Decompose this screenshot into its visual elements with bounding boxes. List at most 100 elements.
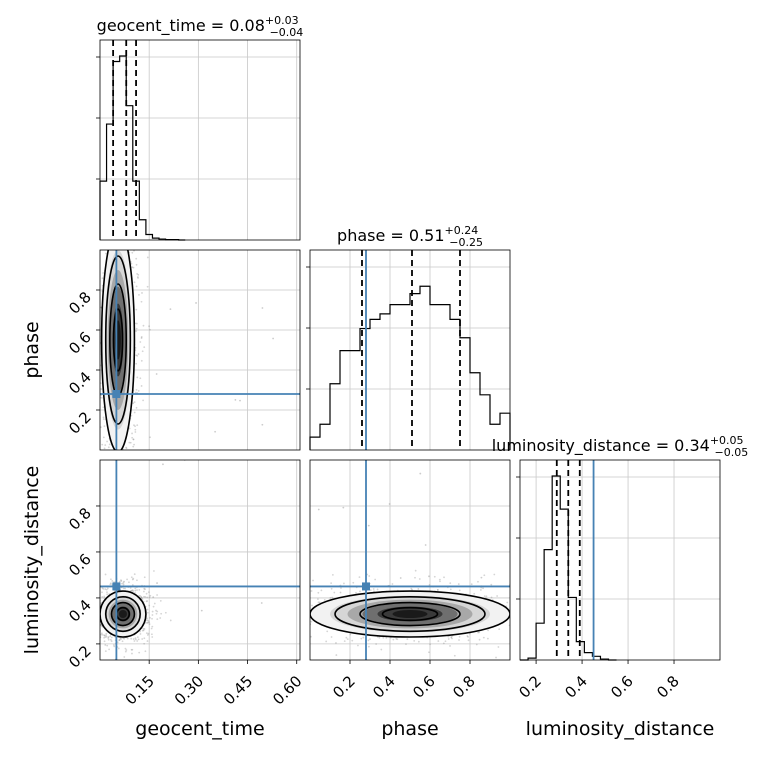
- pair-geocent_time-luminosity_distance-sample: [96, 612, 98, 614]
- pair-phase-luminosity_distance-sample: [297, 587, 299, 589]
- pair-geocent_time-phase-sample: [149, 436, 151, 439]
- pair-phase-luminosity_distance-sample: [493, 573, 496, 576]
- pair-geocent_time-phase-sample: [133, 411, 136, 414]
- pair-geocent_time-phase-sample: [107, 446, 110, 449]
- pair-geocent_time-phase-sample: [97, 337, 99, 339]
- pair-geocent_time-luminosity_distance-sample: [138, 651, 141, 654]
- pair-geocent_time-phase-sample: [135, 330, 137, 333]
- pair-geocent_time-phase-sample: [121, 222, 123, 224]
- pair-geocent_time-luminosity_distance-outlier: [152, 596, 155, 599]
- pair-geocent_time-phase-sample: [131, 251, 134, 254]
- pair-geocent_time-luminosity_distance-sample: [95, 613, 97, 615]
- pair-geocent_time-luminosity_distance-sample: [121, 582, 123, 585]
- pair-geocent_time-luminosity_distance-sample: [122, 587, 125, 590]
- pair-phase-luminosity_distance-outlier: [339, 591, 342, 594]
- pair-geocent_time-luminosity_distance-sample: [159, 617, 162, 619]
- pair-geocent_time-phase-sample: [136, 272, 139, 275]
- pair-geocent_time-luminosity_distance-sample: [147, 591, 150, 594]
- pair-phase-luminosity_distance-sample: [307, 592, 309, 594]
- pair-phase-luminosity_distance-sample: [303, 620, 305, 622]
- pair-geocent_time-phase-sample: [111, 240, 113, 242]
- pair-geocent_time-phase-sample: [123, 208, 125, 210]
- pair-phase-luminosity_distance-sample: [391, 583, 394, 585]
- pair-geocent_time-luminosity_distance-sample: [126, 637, 129, 640]
- pair-geocent_time-luminosity_distance-sample: [128, 581, 130, 584]
- pair-geocent_time-luminosity_distance-contour-1: [104, 595, 141, 633]
- pair-geocent_time-luminosity_distance-sample: [146, 640, 149, 642]
- pair-geocent_time-phase-sample: [115, 244, 117, 246]
- pair-geocent_time-phase-sample: [122, 232, 124, 234]
- pair-geocent_time-luminosity_distance-sample: [109, 578, 112, 581]
- pair-phase-luminosity_distance-sample: [517, 620, 519, 622]
- pair-geocent_time-phase-sample: [117, 457, 119, 459]
- pair-geocent_time-phase-sample: [128, 465, 130, 467]
- pair-geocent_time-phase-sample: [132, 445, 135, 448]
- pair-geocent_time-luminosity_distance-sample: [93, 613, 95, 615]
- pair-geocent_time-phase-sample: [136, 276, 139, 278]
- pair-geocent_time-luminosity_distance-xticklabel-2: 0.45: [220, 672, 256, 708]
- pair-geocent_time-luminosity_distance-sample: [140, 596, 143, 599]
- pair-phase-luminosity_distance-sample: [378, 636, 381, 639]
- pair-geocent_time-phase-sample: [132, 438, 135, 441]
- pair-geocent_time-phase-outlier: [261, 307, 264, 309]
- pair-phase-luminosity_distance-sample: [343, 640, 346, 643]
- pair-phase-luminosity_distance-sample: [273, 610, 275, 612]
- pair-geocent_time-phase-sample: [90, 276, 92, 278]
- pair-geocent_time-phase-sample: [112, 242, 114, 244]
- pair-geocent_time-luminosity_distance-sample: [96, 599, 98, 601]
- pair-phase-luminosity_distance-sample: [449, 588, 452, 591]
- pair-phase-luminosity_distance-sample: [382, 636, 385, 639]
- pair-geocent_time-phase-sample: [91, 279, 93, 281]
- pair-phase-luminosity_distance-xticklabel-0: 0.2: [329, 672, 359, 702]
- pair-phase-luminosity_distance-sample: [411, 588, 413, 591]
- pair-geocent_time-phase-sample: [114, 216, 116, 218]
- pair-geocent_time-phase-sample: [117, 139, 119, 141]
- pair-geocent_time-luminosity_distance-sample: [122, 583, 125, 586]
- pair-geocent_time-luminosity_distance-sample: [106, 593, 109, 596]
- pair-geocent_time-luminosity_distance-sample: [105, 634, 107, 637]
- pair-geocent_time-phase-sample: [131, 454, 133, 456]
- pair-geocent_time-luminosity_distance-sample: [93, 610, 95, 612]
- pair-geocent_time-luminosity_distance-sample: [92, 591, 94, 593]
- ylabel-luminosity_distance: luminosity_distance: [21, 466, 43, 655]
- pair-geocent_time-phase-sample: [130, 262, 133, 265]
- pair-geocent_time-luminosity_distance-sample: [150, 627, 153, 630]
- pair-geocent_time-luminosity_distance-sample: [104, 636, 107, 639]
- pair-phase-luminosity_distance-sample: [235, 587, 237, 589]
- pair-geocent_time-luminosity_distance-sample: [74, 582, 76, 584]
- pair-geocent_time-phase-sample: [122, 203, 124, 205]
- pair-geocent_time-luminosity_distance-yticklabel-3: 0.8: [65, 504, 95, 534]
- pair-phase-luminosity_distance-sample: [579, 618, 581, 620]
- pair-geocent_time-luminosity_distance-sample: [94, 615, 96, 617]
- pair-phase-luminosity_distance-sample: [305, 605, 307, 607]
- pair-geocent_time-phase-sample: [138, 293, 140, 296]
- pair-geocent_time-phase-sample: [105, 252, 107, 255]
- pair-geocent_time-phase-sample: [98, 310, 100, 312]
- pair-phase-luminosity_distance-sample: [436, 589, 439, 591]
- pair-phase-luminosity_distance-sample: [487, 629, 489, 632]
- hist-phase-frame: [309, 249, 511, 451]
- pair-phase-luminosity_distance-sample: [287, 599, 289, 601]
- pair-geocent_time-phase-sample: [91, 268, 93, 270]
- pair-geocent_time-luminosity_distance-sample: [152, 605, 155, 608]
- pair-phase-luminosity_distance-sample: [406, 638, 409, 641]
- pair-geocent_time-phase-sample: [135, 322, 138, 325]
- pair-geocent_time-luminosity_distance-sample: [100, 624, 102, 627]
- pair-phase-luminosity_distance-sample: [450, 636, 453, 639]
- pair-phase-luminosity_distance-sample: [551, 603, 553, 605]
- pair-geocent_time-phase-sample: [133, 250, 135, 252]
- pair-geocent_time-phase-sample: [94, 373, 96, 375]
- pair-geocent_time-phase-sample: [90, 411, 92, 413]
- pair-geocent_time-phase-outlier: [155, 373, 158, 375]
- pair-phase-luminosity_distance-contour-1: [334, 595, 486, 633]
- pair-geocent_time-luminosity_distance-sample: [145, 600, 148, 603]
- pair-geocent_time-phase-sample: [95, 309, 97, 311]
- hist-luminosity_distance-xticklabel-3: 0.8: [653, 672, 683, 702]
- pair-geocent_time-phase-sample: [102, 406, 105, 409]
- pair-geocent_time-phase-sample: [122, 472, 124, 474]
- pair-phase-luminosity_distance-sample: [467, 635, 469, 638]
- pair-geocent_time-luminosity_distance-sample: [119, 637, 122, 640]
- pair-geocent_time-luminosity_distance-sample: [89, 622, 91, 624]
- pair-geocent_time-luminosity_distance-sample: [151, 610, 154, 613]
- pair-geocent_time-phase-sample: [133, 443, 135, 446]
